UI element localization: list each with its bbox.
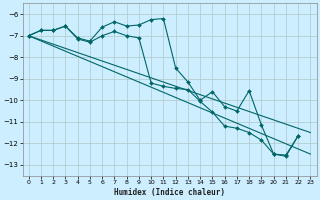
X-axis label: Humidex (Indice chaleur): Humidex (Indice chaleur) — [114, 188, 225, 197]
